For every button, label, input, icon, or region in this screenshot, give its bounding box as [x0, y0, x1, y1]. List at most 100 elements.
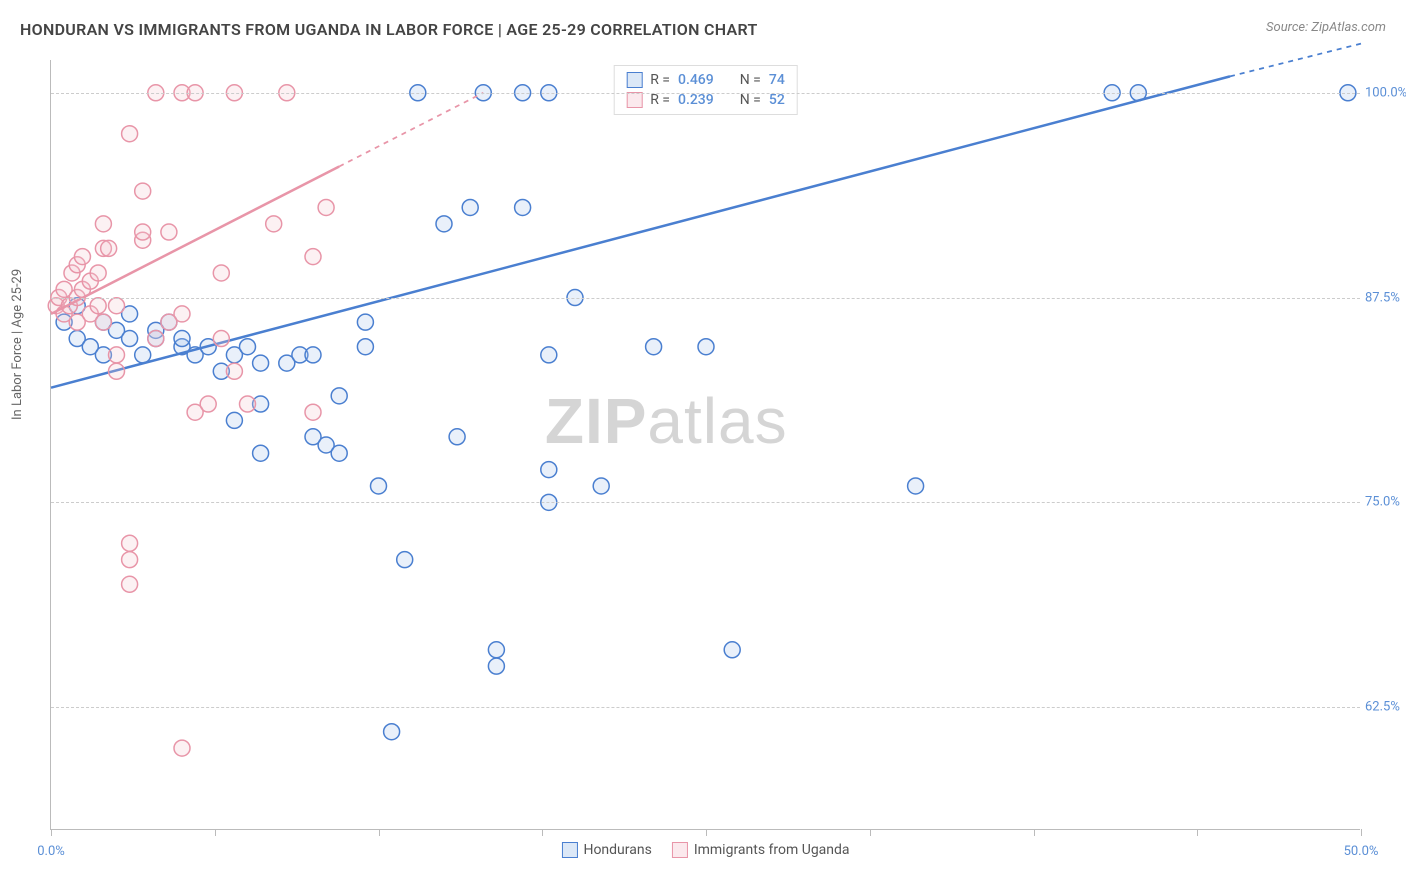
data-point	[174, 306, 190, 322]
chart-container: HONDURAN VS IMMIGRANTS FROM UGANDA IN LA…	[0, 0, 1406, 892]
data-point	[174, 740, 190, 756]
data-point	[148, 331, 164, 347]
gridline-horizontal	[51, 707, 1360, 708]
legend-n-prefix: N =	[740, 72, 761, 88]
trend-line	[51, 166, 339, 313]
data-point	[266, 216, 282, 232]
data-point	[357, 339, 373, 355]
data-point	[357, 314, 373, 330]
data-point	[488, 658, 504, 674]
data-point	[318, 199, 334, 215]
data-point	[74, 249, 90, 265]
y-tick-label: 62.5%	[1365, 700, 1406, 715]
data-point	[135, 347, 151, 363]
data-point	[724, 642, 740, 658]
data-point	[646, 339, 662, 355]
legend-swatch	[626, 92, 642, 108]
data-point	[213, 265, 229, 281]
x-tick	[51, 829, 52, 836]
data-point	[541, 462, 557, 478]
data-point	[109, 298, 125, 314]
data-point	[593, 478, 609, 494]
x-tick	[1197, 829, 1198, 836]
data-point	[908, 478, 924, 494]
legend-series-item: Hondurans	[561, 842, 651, 858]
legend-series-label: Immigrants from Uganda	[694, 842, 850, 858]
data-point	[109, 347, 125, 363]
source-label: Source: ZipAtlas.com	[1266, 20, 1386, 35]
data-point	[226, 363, 242, 379]
data-point	[436, 216, 452, 232]
gridline-horizontal	[51, 502, 1360, 503]
data-point	[305, 347, 321, 363]
trend-line-extrapolated	[1230, 44, 1361, 77]
data-point	[384, 724, 400, 740]
legend-correlation-row: R =0.239N =52	[626, 92, 785, 108]
data-point	[135, 183, 151, 199]
data-point	[90, 298, 106, 314]
gridline-horizontal	[51, 298, 1360, 299]
data-point	[101, 240, 117, 256]
legend-r-value: 0.239	[678, 92, 714, 108]
legend-correlation-row: R =0.469N =74	[626, 72, 785, 88]
chart-svg	[51, 60, 1360, 829]
y-tick-label: 87.5%	[1365, 290, 1406, 305]
data-point	[541, 347, 557, 363]
legend-swatch	[672, 842, 688, 858]
x-tick	[215, 829, 216, 836]
data-point	[122, 331, 138, 347]
data-point	[122, 535, 138, 551]
y-tick-label: 75.0%	[1365, 495, 1406, 510]
data-point	[253, 355, 269, 371]
data-point	[305, 404, 321, 420]
x-tick-label: 50.0%	[1344, 844, 1379, 859]
data-point	[331, 445, 347, 461]
y-tick-label: 100.0%	[1365, 85, 1406, 100]
legend-swatch	[626, 72, 642, 88]
x-tick	[870, 829, 871, 836]
data-point	[515, 199, 531, 215]
data-point	[161, 224, 177, 240]
data-point	[174, 331, 190, 347]
legend-n-prefix: N =	[740, 92, 761, 108]
data-point	[226, 412, 242, 428]
x-tick	[1361, 829, 1362, 836]
legend-series-item: Immigrants from Uganda	[672, 842, 850, 858]
data-point	[122, 552, 138, 568]
x-tick	[706, 829, 707, 836]
data-point	[109, 363, 125, 379]
data-point	[253, 445, 269, 461]
x-tick	[542, 829, 543, 836]
trend-line-extrapolated	[339, 93, 483, 167]
legend-series-label: Hondurans	[583, 842, 651, 858]
data-point	[462, 199, 478, 215]
data-point	[122, 576, 138, 592]
correlation-legend: R =0.469N =74R =0.239N =52	[613, 65, 798, 115]
data-point	[213, 331, 229, 347]
data-point	[240, 396, 256, 412]
chart-title: HONDURAN VS IMMIGRANTS FROM UGANDA IN LA…	[20, 20, 758, 39]
data-point	[449, 429, 465, 445]
data-point	[698, 339, 714, 355]
data-point	[371, 478, 387, 494]
data-point	[488, 642, 504, 658]
legend-r-value: 0.469	[678, 72, 714, 88]
data-point	[305, 249, 321, 265]
plot-area: ZIPatlas R =0.469N =74R =0.239N =52 Hond…	[50, 60, 1360, 830]
x-tick	[379, 829, 380, 836]
gridline-horizontal	[51, 93, 1360, 94]
data-point	[95, 216, 111, 232]
data-point	[397, 552, 413, 568]
data-point	[240, 339, 256, 355]
data-point	[90, 265, 106, 281]
x-tick-label: 0.0%	[37, 844, 65, 859]
x-tick	[1034, 829, 1035, 836]
legend-r-prefix: R =	[650, 72, 670, 88]
data-point	[135, 224, 151, 240]
legend-swatch	[561, 842, 577, 858]
data-point	[200, 396, 216, 412]
data-point	[95, 314, 111, 330]
data-point	[122, 126, 138, 142]
y-axis-label: In Labor Force | Age 25-29	[10, 269, 25, 420]
data-point	[331, 388, 347, 404]
